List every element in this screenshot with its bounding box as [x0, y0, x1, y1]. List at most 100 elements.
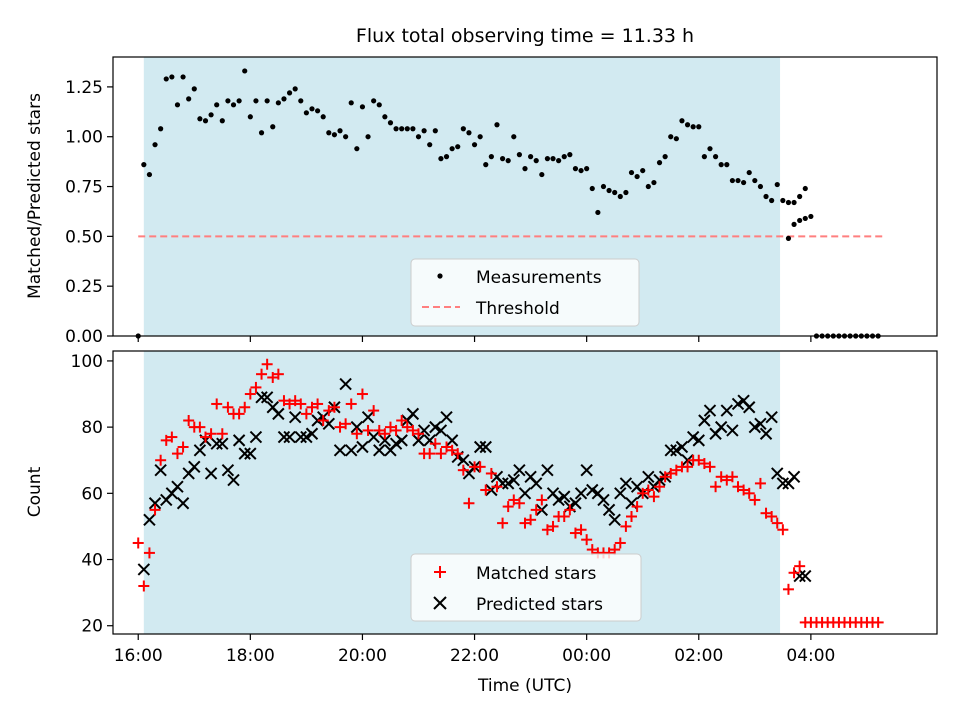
measurement-point: [656, 160, 663, 166]
predicted-star-point: [311, 414, 324, 427]
predicted-star-point: [692, 434, 705, 447]
x-tick-label: 02:00: [674, 646, 723, 666]
measurement-point: [152, 142, 158, 148]
measurement-point: [331, 132, 338, 138]
measurement-point: [746, 169, 752, 176]
predicted-star-point: [675, 440, 689, 454]
matched-star-point: [715, 471, 727, 483]
x-tick-label: 20:00: [338, 646, 387, 666]
predicted-star-point: [703, 404, 717, 417]
predicted-star-point: [580, 463, 593, 477]
measurement-point: [533, 158, 539, 164]
measurement-point: [303, 110, 309, 116]
matched-star-point: [452, 448, 464, 460]
measurement-point: [696, 124, 702, 130]
measurement-point: [146, 171, 153, 178]
bottom-axes-frame: [112, 350, 938, 635]
matched-star-point: [446, 444, 458, 456]
measurement-point: [225, 98, 231, 104]
measurement-point: [774, 181, 780, 188]
matched-star-point: [659, 471, 671, 483]
legend-predicted-marker: [433, 596, 447, 610]
predicted-star-point: [373, 444, 386, 457]
x-tick-label: 22:00: [450, 646, 499, 666]
measurement-point: [528, 154, 534, 160]
matched-star-point: [407, 424, 419, 436]
predicted-star-point: [232, 434, 246, 447]
matched-star-point: [777, 524, 789, 536]
measurement-point: [382, 114, 388, 120]
bottom-y-axis-label: Count: [25, 466, 45, 517]
measurement-point: [684, 122, 691, 128]
measurement-point: [572, 166, 579, 172]
matched-star-point: [334, 421, 346, 433]
matched-star-point: [642, 484, 654, 496]
matched-star-point: [704, 461, 716, 473]
measurement-point: [399, 126, 405, 132]
measurement-point: [471, 142, 478, 148]
matched-star-point: [485, 467, 497, 479]
matched-star-point: [233, 408, 245, 420]
measurement-point: [511, 134, 517, 140]
matched-star-point: [754, 477, 766, 489]
matched-star-point: [323, 405, 335, 417]
matched-star-point: [412, 428, 424, 440]
measurement-point: [741, 179, 747, 186]
matched-star-point: [199, 431, 211, 443]
measurement-point: [449, 146, 455, 152]
top-points-layer: [135, 68, 881, 339]
x-tick-label: 00:00: [562, 646, 611, 666]
measurement-point: [606, 187, 612, 194]
matched-star-point: [205, 428, 217, 440]
measurement-point: [230, 102, 237, 108]
top-x-ticks: [137, 336, 812, 342]
matched-star-point: [306, 401, 318, 413]
predicted-star-point: [440, 410, 453, 424]
predicted-star-point: [501, 477, 515, 490]
y-tick-label: 60: [81, 484, 103, 504]
matched-star-point: [698, 458, 710, 470]
matched-star-point: [513, 497, 525, 509]
legend-measurements-marker: [437, 273, 443, 279]
measurement-point: [589, 185, 595, 192]
measurement-point: [354, 146, 360, 152]
measurement-point: [337, 128, 343, 134]
matched-star-point: [637, 487, 649, 499]
predicted-star-point: [389, 437, 403, 450]
matched-star-point: [267, 371, 279, 383]
predicted-star-point: [619, 477, 633, 490]
predicted-star-point: [473, 440, 487, 454]
matched-star-point: [463, 497, 475, 509]
predicted-star-point: [535, 503, 549, 517]
measurement-point: [752, 177, 758, 184]
predicted-star-point: [260, 391, 274, 404]
measurement-point: [320, 114, 326, 120]
measurement-point: [180, 74, 186, 80]
matched-star-point: [536, 494, 548, 506]
measurement-point: [701, 154, 707, 160]
predicted-star-point: [513, 463, 526, 477]
measurement-point: [617, 193, 623, 200]
matched-star-point: [614, 537, 626, 549]
matched-star-point: [788, 567, 800, 579]
matched-star-point: [216, 428, 228, 440]
matched-star-point: [682, 461, 694, 473]
measurement-point: [466, 130, 472, 136]
measurement-point: [219, 118, 225, 124]
predicted-star-point: [277, 430, 291, 444]
matched-star-point: [670, 464, 682, 476]
measurement-point: [718, 162, 724, 168]
matched-star-point: [373, 424, 385, 436]
figure-title: Flux total observing time = 11.33 h: [356, 25, 694, 47]
matched-star-point: [328, 401, 340, 413]
predicted-star-point: [216, 437, 229, 450]
measurement-point: [264, 98, 270, 104]
predicted-star-point: [530, 477, 543, 490]
measurement-point: [286, 90, 293, 96]
measurement-point: [567, 152, 573, 158]
measurement-point: [780, 197, 786, 204]
measurement-point: [326, 130, 332, 136]
predicted-star-point: [608, 513, 621, 527]
measurement-point: [460, 126, 466, 132]
measurement-point: [757, 183, 764, 190]
